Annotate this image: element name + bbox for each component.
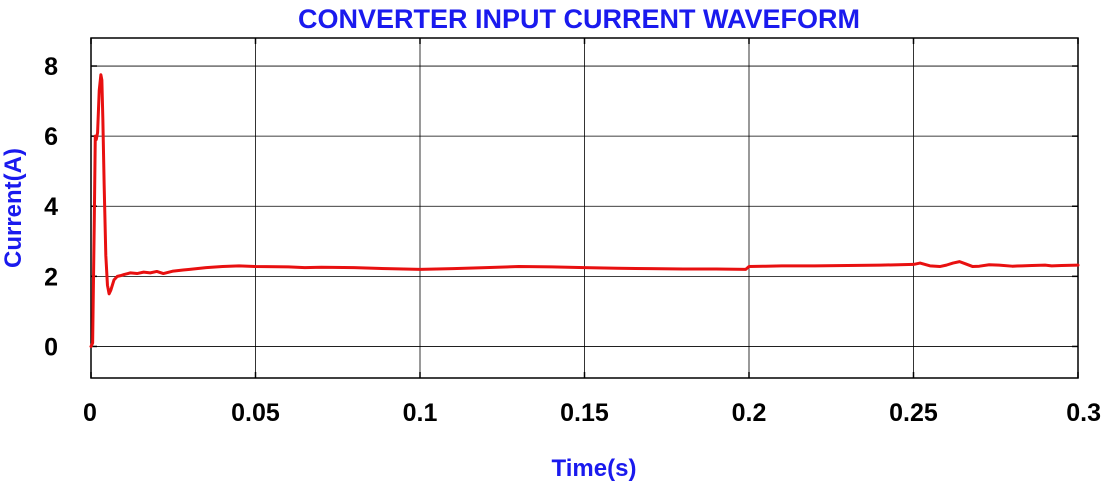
y-tick-label: 6 — [44, 123, 58, 151]
x-tick-label: 0.1 — [403, 399, 438, 427]
series-line — [89, 73, 1080, 348]
x-tick-label: 0 — [83, 399, 97, 427]
axis-ticks: 0 0.05 0.1 0.15 0.2 0.25 0.3 0 2 4 6 8 — [44, 38, 1101, 427]
series-group — [89, 73, 1080, 348]
grid-lines — [91, 38, 1078, 378]
y-tick-label: 8 — [44, 53, 58, 81]
chart-title: CONVERTER INPUT CURRENT WAVEFORM — [298, 4, 860, 34]
x-axis-label: Time(s) — [552, 455, 637, 482]
x-tick-label: 0.3 — [1066, 399, 1101, 427]
y-tick-label: 0 — [44, 333, 58, 361]
y-axis-label: Current(A) — [0, 148, 27, 268]
y-tick-label: 2 — [44, 263, 58, 291]
x-tick-label: 0.25 — [889, 399, 938, 427]
x-tick-label: 0.05 — [231, 399, 280, 427]
y-tick-label: 4 — [44, 193, 58, 221]
x-tick-label: 0.15 — [560, 399, 609, 427]
x-tick-label: 0.2 — [732, 399, 767, 427]
